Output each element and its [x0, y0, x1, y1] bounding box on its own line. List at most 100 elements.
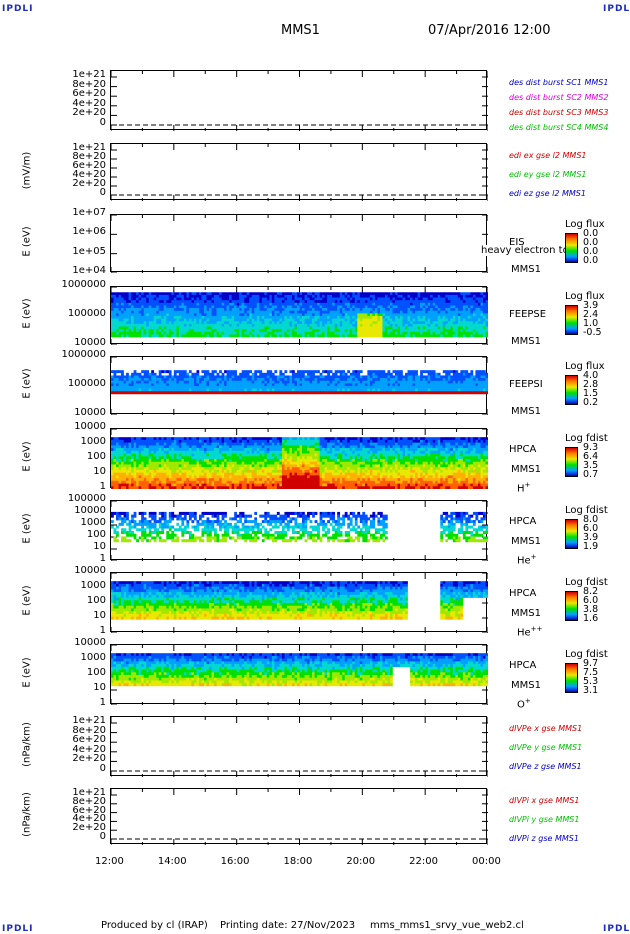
spectrogram-cell [206, 483, 210, 487]
spectrogram-cell [126, 300, 129, 304]
spectrogram-cell [113, 316, 117, 319]
spectrogram-cell [472, 316, 476, 319]
spectrogram-cell [374, 386, 378, 389]
spectrogram-cell [352, 375, 356, 379]
spectrogram-cell [181, 464, 185, 468]
spectrogram-cell [435, 305, 439, 309]
spectrogram-cell [407, 323, 411, 327]
spectrogram-cell [239, 380, 242, 384]
spectrogram-cell [181, 480, 185, 484]
spectrogram-cell [191, 297, 195, 301]
spectrogram-cell [269, 323, 273, 327]
spectrogram-cell [158, 478, 162, 482]
spectrogram-cell [405, 292, 408, 296]
panel-5 [110, 356, 488, 415]
spectrogram-cell [294, 316, 298, 319]
spectrogram-cell [372, 375, 376, 379]
spectrogram-cell [196, 453, 200, 457]
spectrogram-cell [111, 326, 114, 330]
spectrogram-cell [153, 450, 157, 454]
spectrogram-cell [445, 329, 449, 333]
spectrogram-cell [123, 456, 127, 460]
spectrogram-cell [359, 391, 363, 395]
spectrogram-cell [460, 388, 464, 392]
spectrogram-cell [216, 294, 220, 298]
spectrogram-cell [178, 378, 182, 382]
spectrogram-cell [400, 375, 403, 379]
spectrogram-cell [216, 437, 220, 441]
spectrogram-cell [480, 318, 484, 322]
spectrogram-cell [435, 329, 439, 333]
spectrogram-cell [186, 326, 190, 330]
spectrogram-cell [470, 383, 474, 387]
spectrogram-cell [369, 305, 373, 309]
spectrogram-cell [362, 334, 366, 338]
spectrogram-cell [435, 386, 439, 389]
spectrogram-cell [126, 453, 129, 457]
spectrogram-cell [367, 302, 371, 306]
spectrogram-cell [118, 467, 122, 471]
spectrogram-cell [387, 383, 391, 387]
spectrogram-cell [113, 378, 117, 382]
spectrogram-cell [374, 334, 378, 338]
spectrogram-cell [395, 391, 398, 395]
spectrogram-cell [472, 308, 476, 312]
spectrogram-cell [286, 323, 290, 327]
spectrogram-cell [133, 370, 137, 374]
spectrogram-cell [173, 464, 177, 468]
spectrogram-cell [116, 375, 119, 379]
spectrogram-cell [251, 318, 255, 322]
spectrogram-cell [357, 326, 361, 330]
spectrogram-cell [196, 321, 200, 325]
spectrogram-cell [412, 316, 416, 319]
spectrogram-cell [417, 375, 421, 379]
spectrogram-cell [437, 318, 441, 322]
spectrogram-cell [181, 300, 185, 304]
spectrogram-cell [470, 380, 474, 384]
spectrogram-cell [460, 372, 464, 376]
spectrogram-cell [312, 383, 315, 387]
spectrogram-cell [138, 486, 142, 489]
spectrogram-cell [178, 480, 182, 484]
spectrogram-cell [435, 300, 439, 304]
spectrogram-cell [309, 302, 313, 306]
spectrogram-cell [206, 459, 210, 463]
spectrogram-cell [146, 297, 149, 301]
spectrogram-cell [181, 326, 185, 330]
spectrogram-cell [148, 326, 152, 330]
spectrogram-cell [294, 323, 298, 327]
spectrogram-cell [286, 375, 290, 379]
spectrogram-cell [126, 386, 129, 389]
spectrogram-cell [369, 300, 373, 304]
spectrogram-cell [251, 391, 255, 395]
spectrogram-cell [304, 326, 308, 330]
spectrogram-cell [470, 386, 474, 389]
spectrogram-cell [392, 383, 396, 387]
spectrogram-cell [123, 483, 127, 487]
spectrogram-cell [482, 326, 486, 330]
spectrogram-cell [219, 469, 222, 473]
spectrogram-cell [470, 378, 474, 382]
spectrogram-cell [309, 388, 313, 392]
spectrogram-cell [317, 318, 320, 322]
spectrogram-cell [382, 388, 386, 392]
spectrogram-cell [467, 380, 471, 384]
spectrogram-cell [146, 380, 149, 384]
spectrogram-cell [322, 370, 325, 374]
spectrogram-cell [485, 316, 488, 319]
spectrogram-cell [357, 302, 361, 306]
spectrogram-cell [229, 439, 232, 443]
spectrogram-cell [374, 375, 378, 379]
spectrogram-cell [354, 378, 358, 382]
spectrogram-cell [131, 464, 134, 468]
spectrogram-cell [430, 329, 433, 333]
spectrogram-cell [143, 300, 147, 304]
spectrogram-cell [314, 297, 318, 301]
spectrogram-cell [281, 321, 285, 325]
spectrogram-cell [118, 391, 122, 395]
spectrogram-cell [299, 380, 303, 384]
spectrogram-cell [111, 453, 114, 457]
spectrogram-cell [198, 316, 202, 319]
spectrogram-cell [402, 391, 406, 395]
spectrogram-cell [206, 372, 210, 376]
